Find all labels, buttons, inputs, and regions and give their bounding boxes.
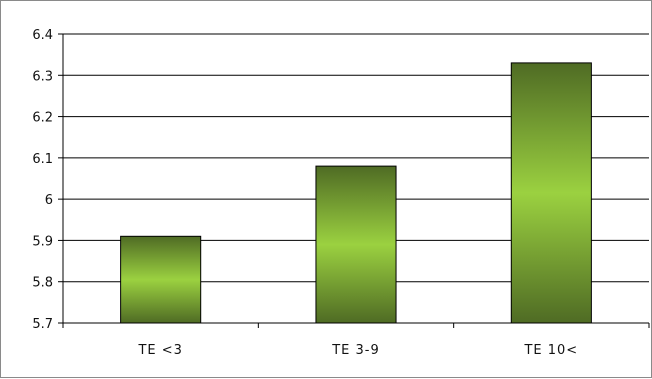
y-tick-label: 6.3 (32, 69, 53, 84)
y-tick-label: 5.9 (32, 234, 53, 249)
y-tick-label: 6.2 (32, 111, 53, 126)
y-tick-label: 6 (45, 193, 53, 208)
y-tick-label: 5.8 (32, 276, 53, 291)
y-tick-label: 6.1 (32, 152, 53, 167)
y-tick-label: 5.7 (32, 317, 53, 332)
bar (120, 235, 202, 324)
bar (510, 62, 592, 324)
x-tick-label: TE <3 (137, 343, 182, 358)
x-tick-label: TE 10< (523, 343, 578, 358)
axes (58, 33, 650, 328)
bars (120, 62, 592, 324)
x-tick-label: TE 3-9 (331, 343, 380, 358)
x-tick-labels: TE <3 TE 3-9 TE 10< (137, 343, 578, 358)
y-tick-label: 6.4 (32, 28, 53, 43)
bar (315, 165, 397, 324)
y-tick-labels: 5.7 5.8 5.9 6 6.1 6.2 6.3 6.4 (32, 28, 53, 332)
